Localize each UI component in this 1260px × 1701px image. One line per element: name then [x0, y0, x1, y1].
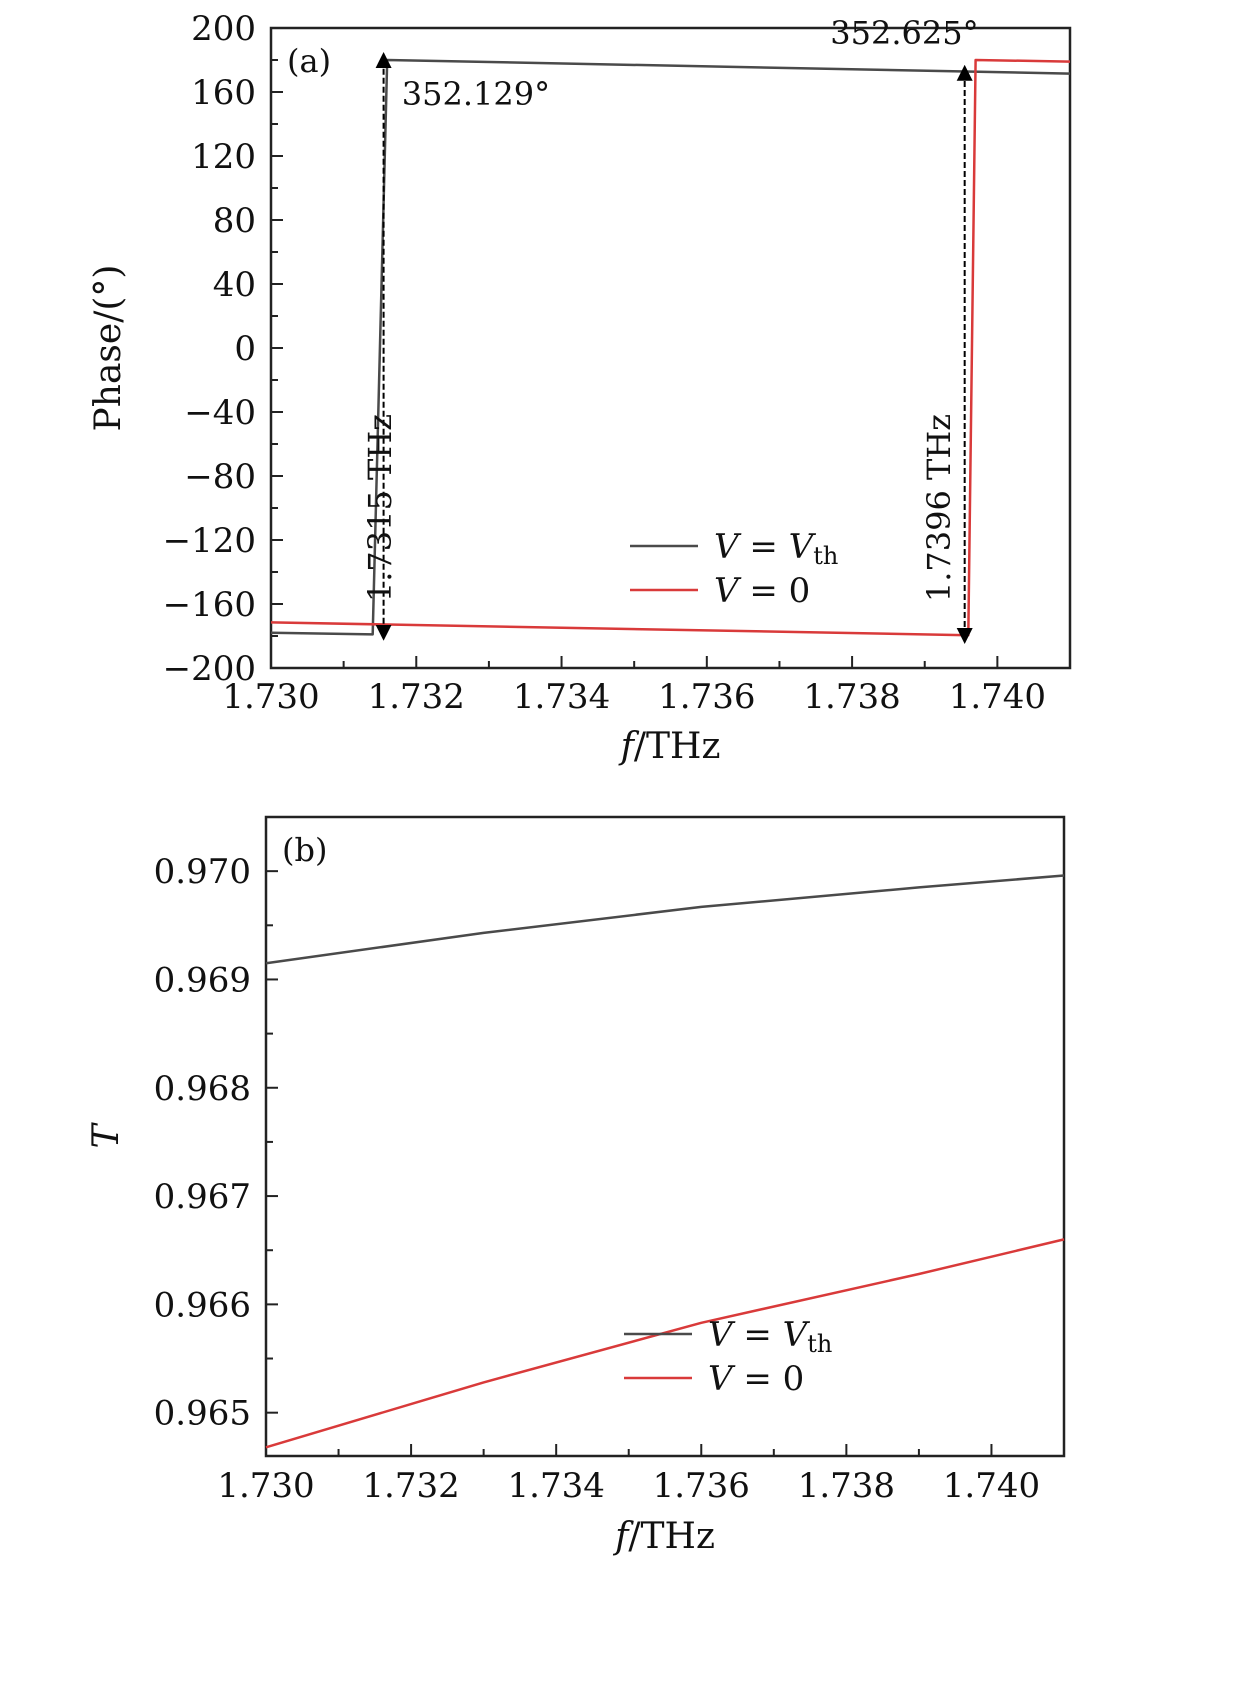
- legend-equals: =: [733, 1315, 783, 1355]
- y-tick-label: 160: [191, 73, 256, 113]
- legend-equals: =: [739, 571, 789, 611]
- annotation-text: 352.129°: [402, 75, 550, 113]
- y-axis-title: T: [86, 1122, 127, 1149]
- y-axis-title: Phase/(°): [88, 265, 129, 432]
- x-axis-title: f/THz: [612, 1516, 715, 1557]
- panel-label: (a): [287, 42, 331, 80]
- legend-equals: =: [739, 527, 789, 567]
- y-tick-label: 80: [213, 201, 256, 241]
- series-line: [265, 874, 1065, 965]
- legend-rhs: V: [783, 1315, 811, 1355]
- annotation-text: 1.7315 THz: [361, 414, 399, 602]
- x-tick-label: 1.738: [803, 677, 900, 717]
- y-tick-label: −120: [163, 521, 256, 561]
- y-tick-label: 0.967: [154, 1177, 251, 1217]
- x-tick-label: 1.732: [368, 677, 465, 717]
- x-axis-title-unit: /THz: [634, 726, 721, 767]
- legend-var: V: [708, 1359, 736, 1399]
- x-tick-label: 1.734: [508, 1466, 605, 1506]
- x-tick-label: 1.730: [217, 1466, 314, 1506]
- x-tick-label: 1.734: [513, 677, 610, 717]
- x-tick-label: 1.738: [798, 1466, 895, 1506]
- y-tick-label: 0: [234, 329, 256, 369]
- y-tick-label: 0.968: [154, 1069, 251, 1109]
- legend-entry: V = 0: [714, 571, 810, 611]
- legend-var: V: [714, 571, 742, 611]
- y-tick-label: 120: [191, 137, 256, 177]
- x-tick-label: 1.740: [943, 1466, 1040, 1506]
- y-tick-label: 40: [213, 265, 256, 305]
- legend-rhs: V: [789, 527, 817, 567]
- legend-var: V: [714, 527, 742, 567]
- legend-entry: V = Vth: [708, 1315, 832, 1358]
- y-tick-label: −160: [163, 585, 256, 625]
- series-line: [265, 1238, 1065, 1449]
- x-axis-title-unit: /THz: [628, 1516, 715, 1557]
- legend-subscript: th: [813, 542, 838, 570]
- y-tick-label: −40: [184, 393, 256, 433]
- y-tick-label: 200: [191, 9, 256, 49]
- x-tick-label: 1.732: [362, 1466, 459, 1506]
- x-tick-label: 1.730: [222, 677, 319, 717]
- x-tick-label: 1.736: [658, 677, 755, 717]
- legend-rhs: 0: [789, 571, 811, 611]
- y-tick-label: 0.966: [154, 1285, 251, 1325]
- y-tick-label: 0.970: [154, 852, 251, 892]
- x-axis-title: f/THz: [618, 726, 721, 767]
- transmission-chart-panel: 1.730 1.732 1.734 1.736 1.738 1.740 0.970 0.969…: [86, 815, 1066, 1557]
- legend-subscript: th: [807, 1330, 832, 1358]
- panel-label: (b): [282, 831, 327, 869]
- legend-equals: =: [733, 1359, 783, 1399]
- x-tick-label: 1.736: [653, 1466, 750, 1506]
- legend-entry: V = Vth: [714, 527, 838, 570]
- y-tick-label: −80: [184, 457, 256, 497]
- y-tick-label: 0.965: [154, 1394, 251, 1434]
- phase-chart-panel: 1.730 1.732 1.734 1.736 1.738 1.740 200 160 120 8…: [88, 9, 1072, 767]
- y-tick-label: −200: [163, 649, 256, 689]
- x-tick-label: 1.740: [949, 677, 1046, 717]
- legend-rhs: 0: [783, 1359, 805, 1399]
- plot-frame: [264, 815, 1066, 1458]
- legend-entry: V = 0: [708, 1359, 804, 1399]
- annotation-text: 352.625°: [830, 14, 978, 52]
- annotation-text: 1.7396 THz: [920, 414, 958, 602]
- y-tick-label: 0.969: [154, 960, 251, 1000]
- legend-var: V: [708, 1315, 736, 1355]
